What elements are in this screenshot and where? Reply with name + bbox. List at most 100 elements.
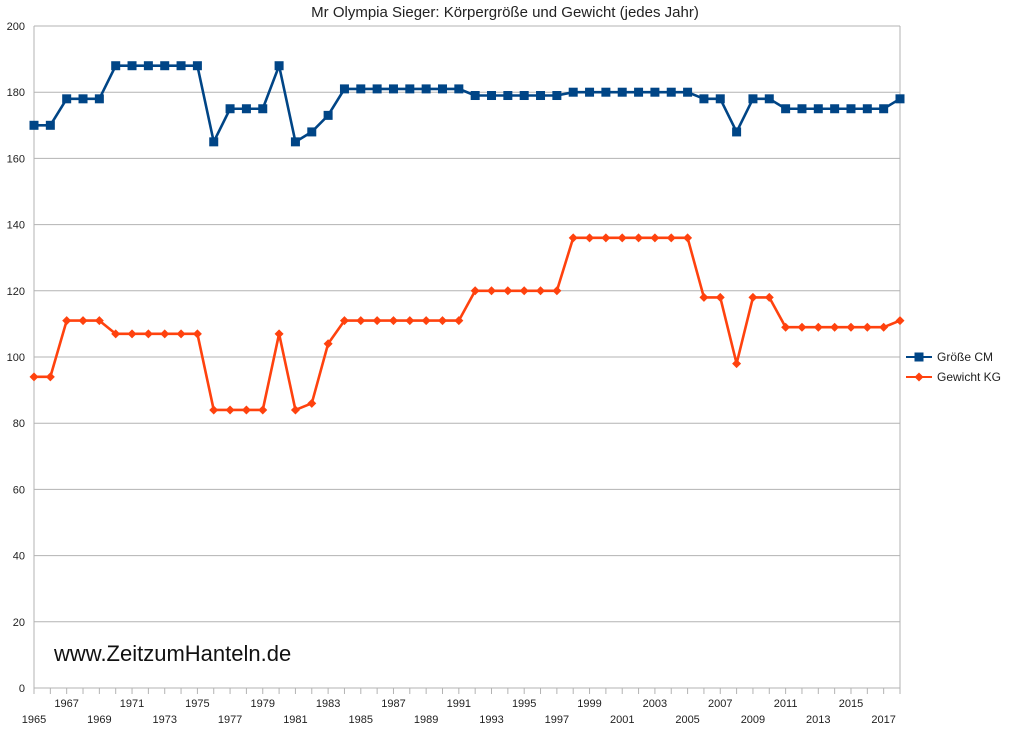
x-tick-label: 1965 [22,714,46,726]
data-point-groesse [29,120,39,130]
y-tick-label: 180 [7,87,25,99]
series-groesse [29,61,905,147]
data-point-groesse [307,127,317,137]
data-point-gewicht [601,233,611,243]
data-point-gewicht [683,233,693,243]
data-point-gewicht [503,286,513,296]
x-tick-label: 2013 [806,714,830,726]
legend-label-gewicht: Gewicht KG [937,370,1001,384]
data-point-gewicht [797,322,807,332]
data-point-groesse [454,84,464,94]
data-point-groesse [715,94,725,104]
data-point-groesse [617,87,627,97]
data-point-groesse [683,87,693,97]
x-tick-label: 1973 [152,714,176,726]
data-point-groesse [405,84,415,94]
x-tick-label: 1993 [479,714,503,726]
data-point-gewicht [421,316,431,326]
data-point-gewicht [879,322,889,332]
data-point-groesse [830,104,840,114]
data-point-gewicht [699,292,709,302]
data-point-groesse [732,127,742,137]
legend-item-gewicht: Gewicht KG [906,370,1001,384]
data-point-gewicht [209,405,219,415]
series-gewicht [29,233,905,415]
x-tick-label: 1985 [349,714,373,726]
data-point-gewicht [519,286,529,296]
data-point-groesse [813,104,823,114]
data-point-groesse [78,94,88,104]
data-point-groesse [45,120,55,130]
data-point-gewicht [45,372,55,382]
data-point-groesse [111,61,121,71]
y-tick-label: 140 [7,220,25,232]
y-tick-label: 40 [13,551,25,563]
data-point-gewicht [143,329,153,339]
data-point-gewicht [585,233,595,243]
x-tick-label: 2003 [643,698,667,710]
data-point-groesse [634,87,644,97]
data-point-groesse [437,84,447,94]
data-point-groesse [192,61,202,71]
data-point-gewicht [764,292,774,302]
data-point-gewicht [29,372,39,382]
x-tick-label: 2009 [741,714,765,726]
data-point-groesse [568,87,578,97]
series-line-gewicht [34,236,901,412]
data-point-gewicht [781,322,791,332]
x-tick-label: 1983 [316,698,340,710]
data-point-groesse [862,104,872,114]
data-point-groesse [388,84,398,94]
data-point-groesse [225,104,235,114]
data-point-groesse [781,104,791,114]
legend-label-groesse: Größe CM [937,350,993,364]
data-point-gewicht [356,316,366,326]
data-point-gewicht [437,316,447,326]
data-point-groesse [601,87,611,97]
x-tick-label: 1975 [185,698,209,710]
data-point-groesse [274,61,284,71]
data-point-gewicht [862,322,872,332]
data-point-gewicht [536,286,546,296]
data-point-groesse [339,84,349,94]
data-point-groesse [699,94,709,104]
data-point-gewicht [290,405,300,415]
data-point-groesse [372,84,382,94]
x-tick-label: 1977 [218,714,242,726]
data-point-groesse [846,104,856,114]
data-point-gewicht [666,233,676,243]
data-point-groesse [650,87,660,97]
data-point-groesse [519,91,529,101]
data-point-gewicht [323,339,333,349]
data-point-groesse [748,94,758,104]
legend-marker-gewicht [914,372,924,382]
data-point-gewicht [225,405,235,415]
x-tick-label: 1999 [577,698,601,710]
data-point-groesse [127,61,137,71]
data-point-gewicht [78,316,88,326]
data-point-gewicht [307,398,317,408]
y-tick-label: 100 [7,352,25,364]
x-axis: 1967 1971 1975 1979 1983 1987 1991 1995 1999 2003… [22,688,901,726]
chart-title: Mr Olympia Sieger: Körpergröße und Gewic… [311,4,699,21]
data-point-gewicht [94,316,104,326]
data-point-gewicht [634,233,644,243]
data-point-groesse [536,91,546,101]
data-point-gewicht [830,322,840,332]
x-tick-label: 1971 [120,698,144,710]
data-point-groesse [62,94,72,104]
data-point-gewicht [176,329,186,339]
data-point-groesse [895,94,905,104]
data-point-groesse [160,61,170,71]
data-point-gewicht [732,359,742,369]
data-point-groesse [94,94,104,104]
x-tick-label: 2011 [774,698,798,710]
data-point-groesse [797,104,807,114]
data-point-groesse [356,84,366,94]
data-point-groesse [585,87,595,97]
series-lines [29,61,905,415]
data-point-groesse [258,104,268,114]
data-point-gewicht [470,286,480,296]
data-point-groesse [552,91,562,101]
